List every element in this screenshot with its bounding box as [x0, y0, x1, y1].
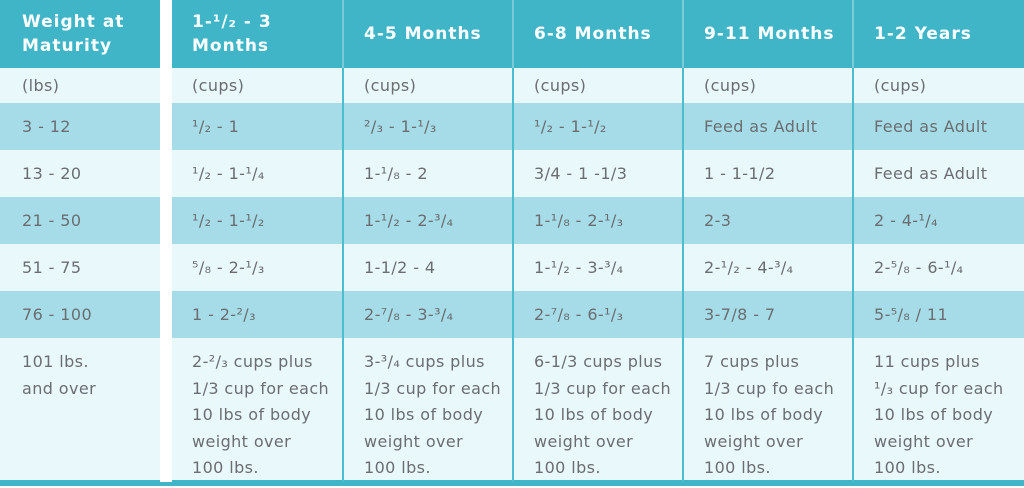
value-cell: 1-¹/₈ - 2: [342, 150, 512, 197]
unit-cell-cups: (cups): [682, 68, 852, 103]
unit-cell-cups: (cups): [192, 76, 245, 95]
value-cell: 1-¹/₂ - 2-³/₄: [342, 197, 512, 244]
header-cell-1half-3-months: 1-¹/₂ - 3 Months: [192, 12, 272, 56]
value-cell: 2 - 4-¹/₄: [852, 197, 1024, 244]
header-cell-1-2-years: 1-2 Years: [852, 0, 1024, 68]
value-cell: 3/4 - 1 -1/3: [512, 150, 682, 197]
table-row-51-75: 51 - 75 ⁵/₈ - 2-¹/₃ 1-1/2 - 4 1-¹/₂ - 3-…: [0, 244, 1024, 291]
unit-cell-cups: (cups): [852, 68, 1024, 103]
table-row-21-50: 21 - 50 ¹/₂ - 1-¹/₂ 1-¹/₂ - 2-³/₄ 1-¹/₈ …: [0, 197, 1024, 244]
table-row-76-100: 76 - 100 1 - 2-²/₃ 2-⁷/₈ - 3-³/₄ 2-⁷/₈ -…: [0, 291, 1024, 338]
value-cell: 6-1/3 cups plus 1/3 cup for each 10 lbs …: [512, 338, 682, 482]
header-cell-9-11-months: 9-11 Months: [682, 0, 852, 68]
value-cell: 2-⁷/₈ - 3-³/₄: [342, 291, 512, 338]
header-cell-6-8-months: 6-8 Months: [512, 0, 682, 68]
value-cell: 2-⁷/₈ - 6-¹/₃: [512, 291, 682, 338]
value-cell: 3-7/8 - 7: [682, 291, 852, 338]
table-row-13-20: 13 - 20 ¹/₂ - 1-¹/₄ 1-¹/₈ - 2 3/4 - 1 -1…: [0, 150, 1024, 197]
header-cell-weight-at-maturity: Weight at Maturity: [0, 0, 172, 68]
table-units-row: (lbs) (cups) (cups) (cups) (cups) (cups): [0, 68, 1024, 103]
row-label: 51 - 75: [0, 244, 172, 291]
unit-cell-cups: (cups): [512, 68, 682, 103]
value-cell: 1-¹/₂ - 3-³/₄: [512, 244, 682, 291]
value-cell: ⁵/₈ - 2-¹/₃: [192, 258, 265, 277]
value-cell: Feed as Adult: [682, 103, 852, 150]
value-cell: 7 cups plus 1/3 cup fo each 10 lbs of bo…: [682, 338, 852, 482]
value-cell: 2-²/₃ cups plus 1/3 cup for each 10 lbs …: [192, 352, 330, 477]
row-label: 21 - 50: [0, 197, 172, 244]
table-row-101-and-over: 101 lbs. and over 2-²/₃ cups plus 1/3 cu…: [0, 338, 1024, 482]
row-label: 13 - 20: [0, 150, 172, 197]
row-label: 101 lbs. and over: [0, 338, 172, 482]
header-cell-4-5-months: 4-5 Months: [342, 0, 512, 68]
value-cell: 2-¹/₂ - 4-³/₄: [682, 244, 852, 291]
value-cell: 2-⁵/₈ - 6-¹/₄: [852, 244, 1024, 291]
value-cell: ¹/₂ - 1-¹/₂: [512, 103, 682, 150]
value-cell: 3-³/₄ cups plus 1/3 cup for each 10 lbs …: [342, 338, 512, 482]
value-cell: Feed as Adult: [852, 103, 1024, 150]
value-cell: Feed as Adult: [852, 150, 1024, 197]
row-label: 76 - 100: [0, 291, 172, 338]
table-header-row: Weight at Maturity 1-¹/₂ - 3 Months 4-5 …: [0, 0, 1024, 68]
value-cell: 11 cups plus ¹/₃ cup for each 10 lbs of …: [852, 338, 1024, 482]
unit-cell-cups: (cups): [342, 68, 512, 103]
table-row-3-12: 3 - 12 ¹/₂ - 1 ²/₃ - 1-¹/₃ ¹/₂ - 1-¹/₂ F…: [0, 103, 1024, 150]
value-cell: ¹/₂ - 1-¹/₂: [192, 211, 265, 230]
value-cell: 1 - 2-²/₃: [192, 305, 256, 324]
row-label: 3 - 12: [0, 103, 172, 150]
value-cell: ²/₃ - 1-¹/₃: [342, 103, 512, 150]
unit-cell-lbs: (lbs): [0, 68, 172, 103]
value-cell: ¹/₂ - 1: [192, 117, 240, 136]
value-cell: 5-⁵/₈ / 11: [852, 291, 1024, 338]
value-cell: 2-3: [682, 197, 852, 244]
value-cell: 1-¹/₈ - 2-¹/₃: [512, 197, 682, 244]
value-cell: 1-1/2 - 4: [342, 244, 512, 291]
value-cell: 1 - 1-1/2: [682, 150, 852, 197]
value-cell: ¹/₂ - 1-¹/₄: [192, 164, 265, 183]
